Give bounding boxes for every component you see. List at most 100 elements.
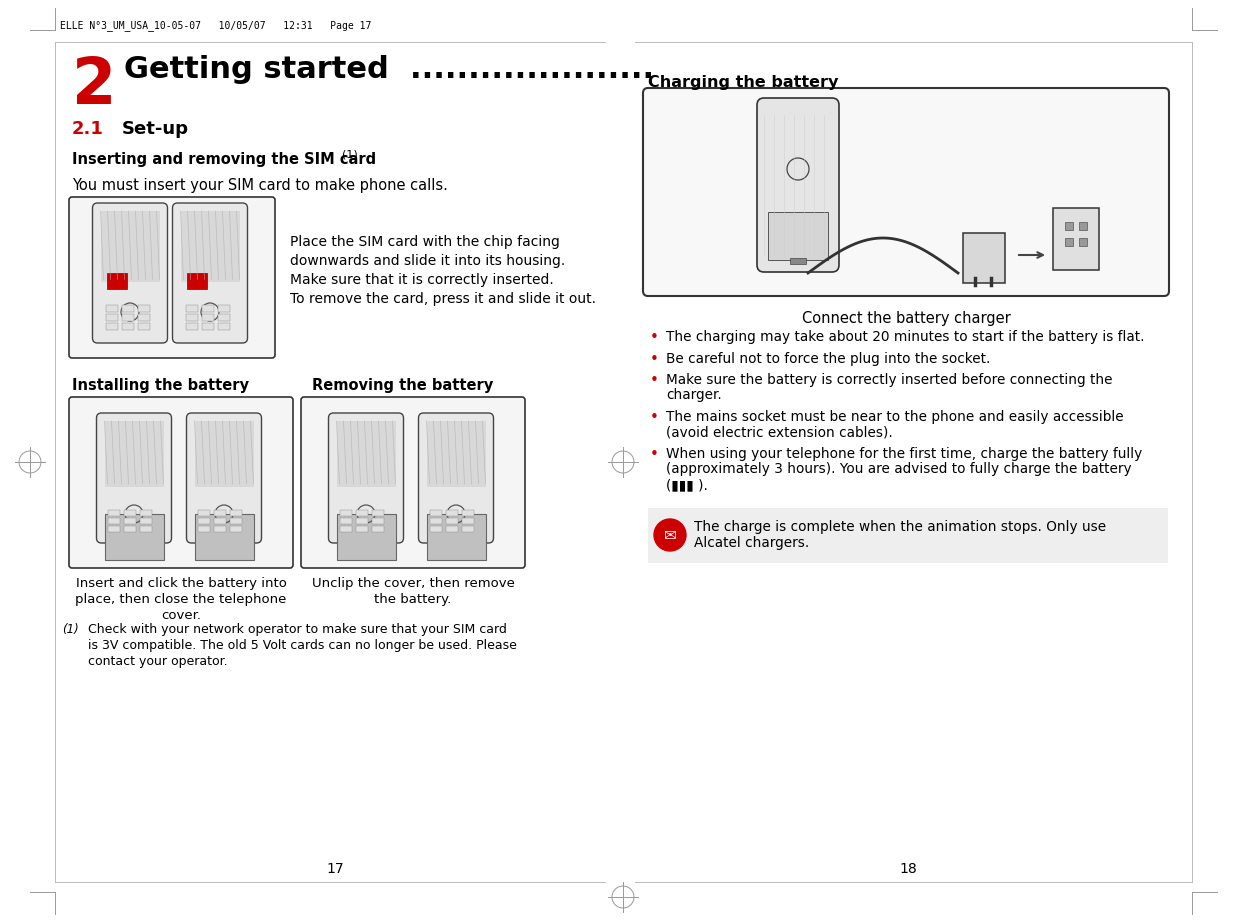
Bar (229, 510, 242, 516)
Bar (217, 305, 229, 312)
Bar (187, 273, 207, 289)
Text: Installing the battery: Installing the battery (72, 378, 249, 393)
Text: 18: 18 (899, 862, 917, 876)
Text: Set-up: Set-up (122, 120, 190, 138)
Text: You must insert your SIM card to make phone calls.: You must insert your SIM card to make ph… (72, 178, 448, 193)
Bar (186, 314, 197, 321)
Text: the battery.: the battery. (374, 593, 451, 606)
FancyBboxPatch shape (301, 397, 525, 568)
Bar (1079, 222, 1087, 230)
Bar (461, 526, 474, 532)
Bar (213, 526, 226, 532)
Bar (217, 314, 229, 321)
Bar (105, 514, 163, 560)
Text: 2: 2 (72, 55, 116, 117)
Bar (121, 323, 133, 330)
Text: ✉: ✉ (663, 527, 676, 542)
Text: Make sure that it is correctly inserted.: Make sure that it is correctly inserted. (291, 273, 554, 287)
Text: Charging the battery: Charging the battery (648, 75, 838, 90)
Bar (429, 510, 441, 516)
Bar (429, 526, 441, 532)
Bar (107, 273, 127, 289)
FancyBboxPatch shape (643, 88, 1168, 296)
Text: The charge is complete when the animation stops. Only use: The charge is complete when the animatio… (695, 519, 1106, 534)
Bar (107, 510, 120, 516)
FancyBboxPatch shape (328, 413, 404, 543)
Text: Insert and click the battery into: Insert and click the battery into (76, 577, 287, 590)
Bar (107, 526, 120, 532)
FancyBboxPatch shape (96, 413, 172, 543)
Bar (121, 305, 133, 312)
FancyBboxPatch shape (69, 397, 293, 568)
Bar (1065, 222, 1072, 230)
Bar (123, 510, 136, 516)
Bar (426, 514, 485, 560)
Text: downwards and slide it into its housing.: downwards and slide it into its housing. (291, 254, 565, 268)
Bar (791, 258, 806, 264)
Bar (445, 526, 458, 532)
Text: When using your telephone for the first time, charge the battery fully: When using your telephone for the first … (666, 447, 1142, 461)
Bar (106, 323, 117, 330)
Bar (426, 421, 485, 487)
Bar (197, 518, 209, 524)
Bar (217, 323, 229, 330)
Bar (137, 314, 150, 321)
Text: •: • (650, 330, 658, 345)
Text: Inserting and removing the SIM card: Inserting and removing the SIM card (72, 152, 382, 167)
Bar (355, 526, 368, 532)
Circle shape (653, 519, 686, 551)
Bar (372, 518, 384, 524)
Bar (768, 212, 828, 260)
Bar (195, 514, 253, 560)
Text: To remove the card, press it and slide it out.: To remove the card, press it and slide i… (291, 292, 596, 306)
Text: (approximately 3 hours). You are advised to fully charge the battery: (approximately 3 hours). You are advised… (666, 463, 1131, 477)
FancyBboxPatch shape (419, 413, 494, 543)
Bar (186, 305, 197, 312)
FancyBboxPatch shape (92, 203, 167, 343)
Text: (avoid electric extension cables).: (avoid electric extension cables). (666, 425, 893, 440)
Bar (229, 518, 242, 524)
Bar (445, 518, 458, 524)
Bar (137, 305, 150, 312)
Bar (1065, 238, 1072, 246)
Text: Be careful not to force the plug into the socket.: Be careful not to force the plug into th… (666, 351, 990, 365)
Text: (▮▮▮ ).: (▮▮▮ ). (666, 478, 708, 492)
Text: Connect the battery charger: Connect the battery charger (802, 311, 1010, 326)
Bar (202, 305, 213, 312)
Text: charger.: charger. (666, 388, 722, 403)
Text: ELLE N°3_UM_USA_10-05-07   10/05/07   12:31   Page 17: ELLE N°3_UM_USA_10-05-07 10/05/07 12:31 … (60, 20, 372, 31)
Bar (445, 510, 458, 516)
Text: Make sure the battery is correctly inserted before connecting the: Make sure the battery is correctly inser… (666, 373, 1112, 387)
Text: place, then close the telephone: place, then close the telephone (75, 593, 287, 606)
Bar (106, 305, 117, 312)
Text: 17: 17 (327, 862, 344, 876)
Text: Removing the battery: Removing the battery (312, 378, 494, 393)
Bar (123, 518, 136, 524)
FancyBboxPatch shape (187, 413, 262, 543)
Bar (197, 526, 209, 532)
Bar (372, 510, 384, 516)
Bar (140, 526, 151, 532)
Text: •: • (650, 373, 658, 388)
Text: contact your operator.: contact your operator. (89, 655, 228, 668)
Bar (1079, 238, 1087, 246)
Bar (1052, 208, 1099, 270)
Bar (195, 421, 253, 487)
Bar (337, 421, 395, 487)
Text: Alcatel chargers.: Alcatel chargers. (695, 536, 809, 550)
Bar (121, 314, 133, 321)
Text: •: • (650, 351, 658, 367)
Bar (337, 514, 395, 560)
Bar (461, 510, 474, 516)
Text: The mains socket must be near to the phone and easily accessible: The mains socket must be near to the pho… (666, 410, 1124, 424)
Bar (123, 526, 136, 532)
Text: 2.1: 2.1 (72, 120, 104, 138)
Bar (137, 323, 150, 330)
Bar (181, 211, 239, 282)
Bar (963, 233, 1005, 283)
Text: (1): (1) (62, 623, 79, 636)
Bar (105, 421, 163, 487)
FancyBboxPatch shape (172, 203, 247, 343)
Bar (140, 510, 151, 516)
Text: (1): (1) (342, 150, 358, 160)
